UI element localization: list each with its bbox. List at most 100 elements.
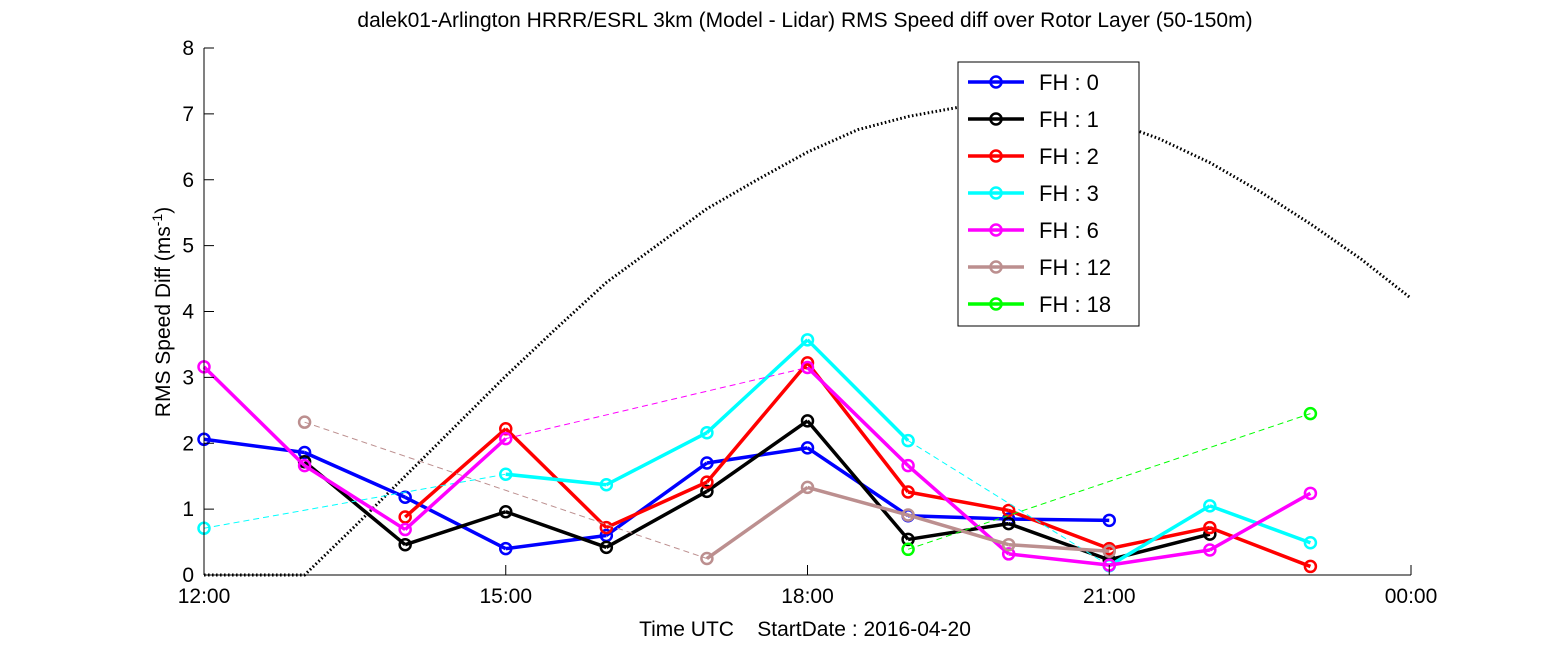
y-tick-label: 2 <box>182 432 194 455</box>
data-point <box>398 510 412 524</box>
y-tick-label: 4 <box>182 301 194 324</box>
series-3 <box>197 333 1318 573</box>
series-segment <box>403 437 507 531</box>
data-point <box>901 508 915 522</box>
series-segment <box>505 472 607 487</box>
data-point <box>297 445 312 460</box>
legend-label: FH : 3 <box>1039 181 1099 206</box>
series-segment <box>907 513 1010 547</box>
legend-marker <box>989 75 1003 89</box>
legend-entry: FH : 2 <box>968 144 1099 169</box>
series-gap-segment <box>907 413 1311 550</box>
data-point <box>901 433 915 448</box>
series-segment <box>505 533 607 551</box>
x-tick-label: 21:00 <box>1083 585 1136 608</box>
legend-label: FH : 12 <box>1039 255 1111 280</box>
series-segment <box>1108 548 1211 567</box>
series-gap-segment <box>203 473 506 529</box>
legend: FH : 0 FH : 1 FH : 2 FH : 3 FH : 6 FH : 12 FH … <box>957 61 1140 327</box>
data-point <box>499 541 513 556</box>
legend-label: FH : 1 <box>1039 107 1099 132</box>
plot-area <box>197 103 1412 577</box>
legend-marker <box>989 149 1003 163</box>
y-axis-label-sup: -1 <box>149 214 165 227</box>
data-point <box>1203 520 1217 535</box>
data-point <box>700 484 714 499</box>
legend-entry: FH : 18 <box>968 292 1111 317</box>
chart-title: dalek01-Arlington HRRR/ESRL 3km (Model -… <box>357 9 1252 32</box>
series-segment <box>1209 504 1312 545</box>
series-segment <box>404 510 507 547</box>
series-segment <box>202 365 306 467</box>
y-axis-label-tail: ) <box>152 207 175 214</box>
series-segment <box>1108 525 1211 551</box>
y-tick-label: 0 <box>182 564 194 587</box>
series-segment <box>1209 525 1312 569</box>
series-segment <box>404 427 507 519</box>
data-point <box>1001 547 1016 561</box>
data-point <box>1303 406 1318 421</box>
series-segment <box>505 510 607 549</box>
series-segment <box>605 461 708 537</box>
series-segment <box>705 419 809 493</box>
series-segment <box>605 431 708 487</box>
legend-entry: FH : 6 <box>968 218 1099 243</box>
series-segment <box>303 464 407 532</box>
axes: 0 1 2 3 4 5 6 7 8 12:00 15:00 18:00 21:00 00:00 <box>178 37 1438 608</box>
legend-marker <box>989 297 1003 311</box>
series-segment <box>1108 504 1211 568</box>
x-tick-label: 18:00 <box>781 585 834 608</box>
data-point <box>1303 486 1318 501</box>
series-segment <box>807 485 909 517</box>
data-point <box>901 485 915 499</box>
x-tick-label: 15:00 <box>479 585 532 608</box>
series-segment <box>605 489 708 549</box>
series-gap-segment <box>907 440 1110 567</box>
data-point <box>599 520 614 535</box>
legend-entry: FH : 0 <box>968 70 1099 95</box>
data-point <box>1203 499 1217 513</box>
legend-label: FH : 6 <box>1039 218 1099 243</box>
legend-entry: FH : 12 <box>968 255 1111 280</box>
legend-entry: FH : 1 <box>968 107 1099 132</box>
data-point <box>901 542 915 557</box>
series-segment <box>1008 521 1110 562</box>
data-point <box>297 458 312 473</box>
data-point <box>1001 537 1016 552</box>
series-segment <box>605 480 708 530</box>
series-segment <box>303 450 406 499</box>
legend-marker <box>989 112 1003 126</box>
series-gap-segment <box>505 367 808 440</box>
series-segment <box>1008 517 1110 523</box>
series-segment <box>1008 552 1110 567</box>
data-point <box>1303 559 1318 574</box>
y-tick-label: 7 <box>182 103 194 126</box>
data-point <box>800 441 815 455</box>
data-point <box>1102 513 1116 528</box>
x-axis-label: Time UTC StartDate : 2016-04-20 <box>639 618 971 641</box>
x-tick-label: 00:00 <box>1385 585 1438 608</box>
data-point <box>398 537 412 552</box>
y-tick-label: 6 <box>182 169 194 192</box>
data-point <box>901 458 915 473</box>
data-point <box>1303 535 1318 550</box>
legend-label: FH : 0 <box>1039 70 1099 95</box>
data-point <box>398 522 412 537</box>
series-segment <box>705 485 809 560</box>
series-segment <box>806 338 910 442</box>
series-segment <box>404 495 507 551</box>
legend-marker <box>989 260 1003 274</box>
data-point <box>599 478 614 492</box>
series-segment <box>1008 542 1110 554</box>
series-5 <box>297 415 1116 566</box>
data-point <box>1001 516 1016 531</box>
data-point <box>1001 503 1016 518</box>
series-segment <box>1208 491 1312 552</box>
y-axis-label: RMS Speed Diff (ms-1) <box>149 207 175 417</box>
legend-marker <box>989 186 1003 200</box>
y-tick-label: 3 <box>182 366 194 389</box>
data-point <box>800 360 815 375</box>
data-point <box>499 467 513 481</box>
y-tick-label: 8 <box>182 37 194 60</box>
data-point <box>700 551 714 566</box>
